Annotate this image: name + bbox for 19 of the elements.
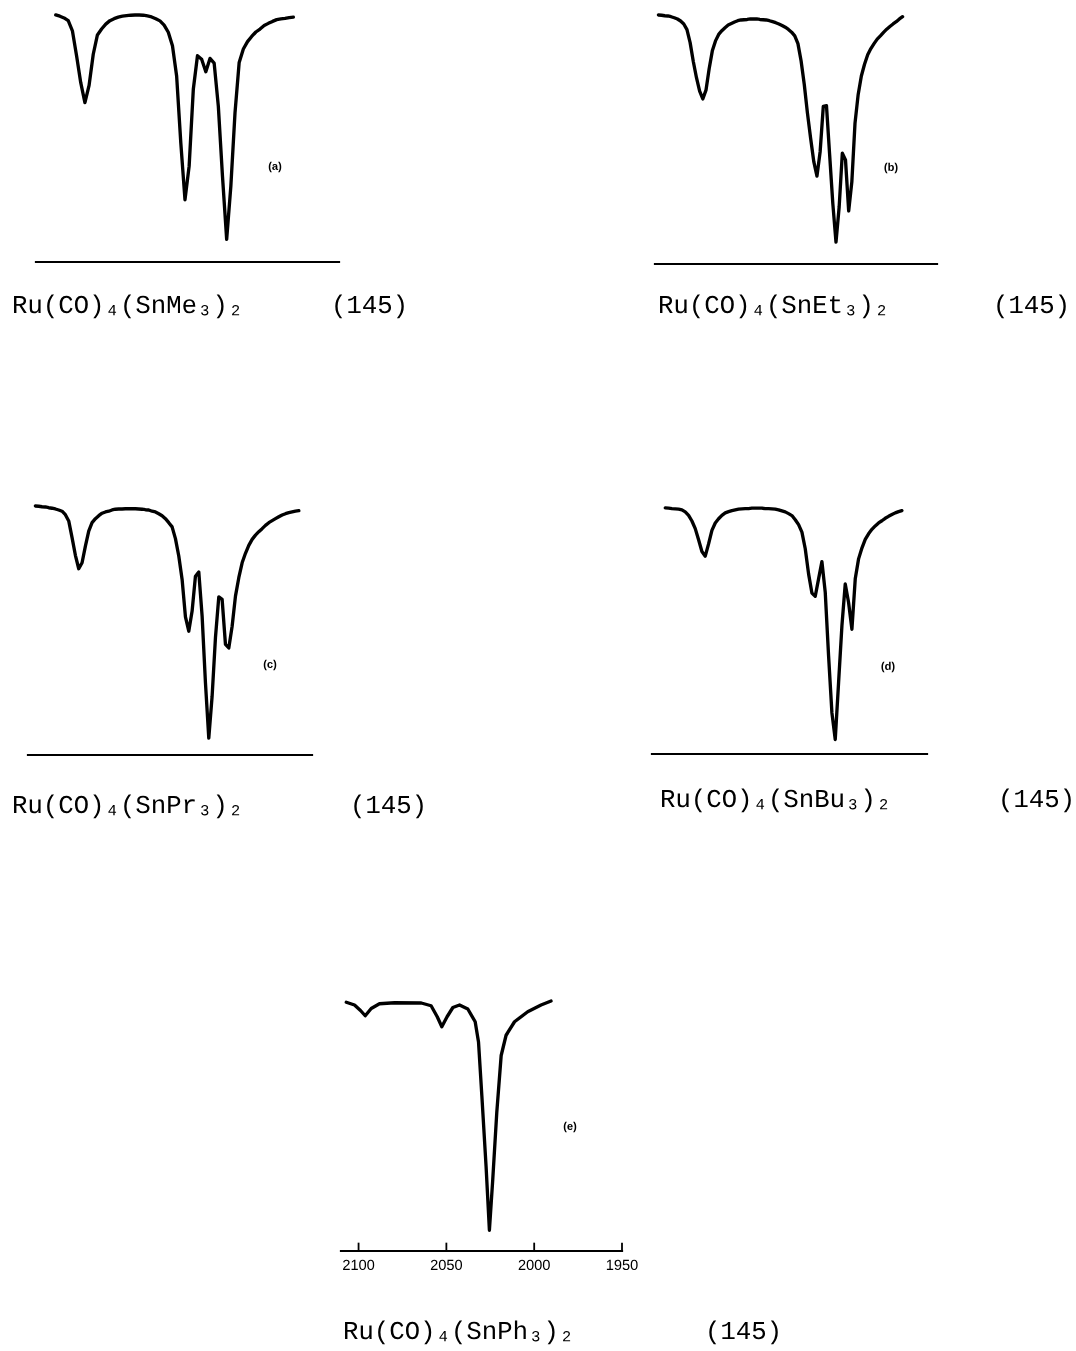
x-tick-label: 1950	[606, 1259, 638, 1271]
annotation: (a)	[268, 161, 282, 173]
text: Ru(CO)₄(SnEt₃)₂	[660, 294, 886, 319]
annotation: (b)	[884, 162, 898, 174]
text: (145)	[709, 1320, 778, 1345]
text: (145)	[354, 794, 423, 819]
x-tick-label: 2050	[430, 1259, 463, 1271]
x-tick-label: 2100	[343, 1259, 375, 1271]
text: Ru(CO)₄(SnPh₃)₂	[345, 1320, 571, 1345]
annotation: (e)	[563, 1121, 577, 1133]
text: Ru(CO)₄(SnBu₃)₂	[662, 788, 888, 813]
text: Ru(CO)₄(SnMe₃)₂	[14, 294, 240, 319]
x-tick-label: 2000	[518, 1259, 550, 1271]
text: (145)	[1002, 788, 1071, 813]
text: (145)	[997, 294, 1066, 319]
text: (145)	[335, 294, 404, 319]
annotation: (d)	[881, 661, 895, 673]
text: Ru(CO)₄(SnPr₃)₂	[14, 794, 240, 819]
annotation: (c)	[263, 659, 277, 671]
